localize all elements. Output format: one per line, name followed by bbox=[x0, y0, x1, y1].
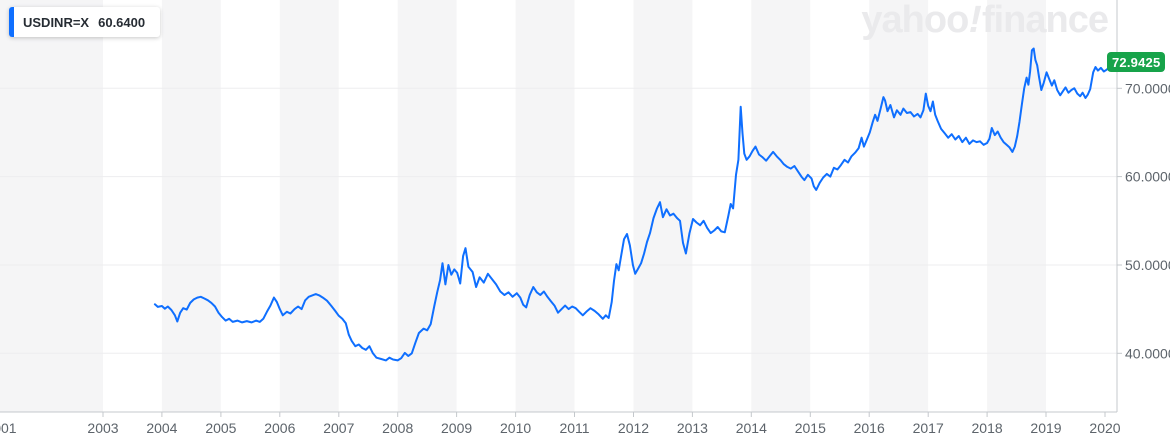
x-tick-label: 2003 bbox=[87, 420, 118, 436]
yahoo-finance-watermark: yahoo! finance bbox=[861, 0, 1109, 41]
year-stripe bbox=[279, 0, 339, 412]
year-stripe bbox=[987, 0, 1046, 412]
x-tick-label: 2009 bbox=[441, 420, 472, 436]
watermark-yahoo-text: yahoo bbox=[861, 0, 969, 41]
year-stripe bbox=[633, 0, 693, 412]
x-tick-label: 2012 bbox=[618, 420, 649, 436]
legend-accent-bar bbox=[9, 7, 14, 37]
x-tick-label: 2020 bbox=[1089, 420, 1120, 436]
x-tick-label: 2007 bbox=[323, 420, 354, 436]
x-tick-label: 2010 bbox=[500, 420, 531, 436]
legend-value: 60.6400 bbox=[98, 14, 146, 30]
x-tick-label: 2016 bbox=[854, 420, 885, 436]
last-price-badge: 72.9425 bbox=[1107, 52, 1166, 72]
year-stripe bbox=[161, 0, 221, 412]
x-tick-label: 2014 bbox=[736, 420, 767, 436]
x-tick-label: 2006 bbox=[264, 420, 295, 436]
chart-legend: USDINR=X 60.6400 bbox=[9, 7, 161, 37]
watermark-finance-text: finance bbox=[981, 0, 1109, 41]
price-line bbox=[153, 47, 1114, 362]
x-tick-label: 2004 bbox=[146, 420, 177, 436]
x-tick-label: 2011 bbox=[559, 420, 589, 436]
x-tick-label: 2015 bbox=[795, 420, 826, 436]
x-tick-label: 2018 bbox=[972, 420, 1003, 436]
x-tick-label: 2005 bbox=[205, 420, 236, 436]
legend-symbol: USDINR=X bbox=[23, 14, 90, 30]
x-tick-label: 2017 bbox=[913, 420, 944, 436]
x-tick-label: 2019 bbox=[1030, 420, 1061, 436]
year-stripe bbox=[397, 0, 457, 412]
year-stripe bbox=[0, 0, 103, 412]
year-stripe bbox=[515, 0, 575, 412]
year-stripe bbox=[869, 0, 929, 412]
x-tick-label: 2001 bbox=[0, 420, 17, 436]
year-stripe bbox=[751, 0, 811, 412]
x-tick-label: 2013 bbox=[677, 420, 708, 436]
x-tick-label: 2008 bbox=[382, 420, 413, 436]
